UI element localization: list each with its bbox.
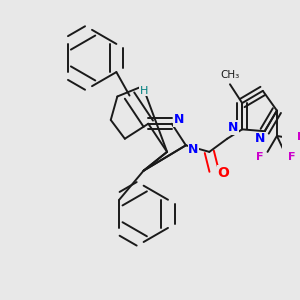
Text: N: N (174, 113, 184, 127)
Text: F: F (288, 152, 296, 162)
Text: N: N (188, 142, 199, 156)
Text: F: F (297, 132, 300, 142)
Text: N: N (255, 132, 265, 145)
Text: N: N (228, 121, 238, 134)
Text: CH₃: CH₃ (220, 70, 240, 80)
Text: H: H (140, 86, 148, 96)
Text: F: F (256, 152, 264, 162)
Text: O: O (218, 166, 229, 179)
